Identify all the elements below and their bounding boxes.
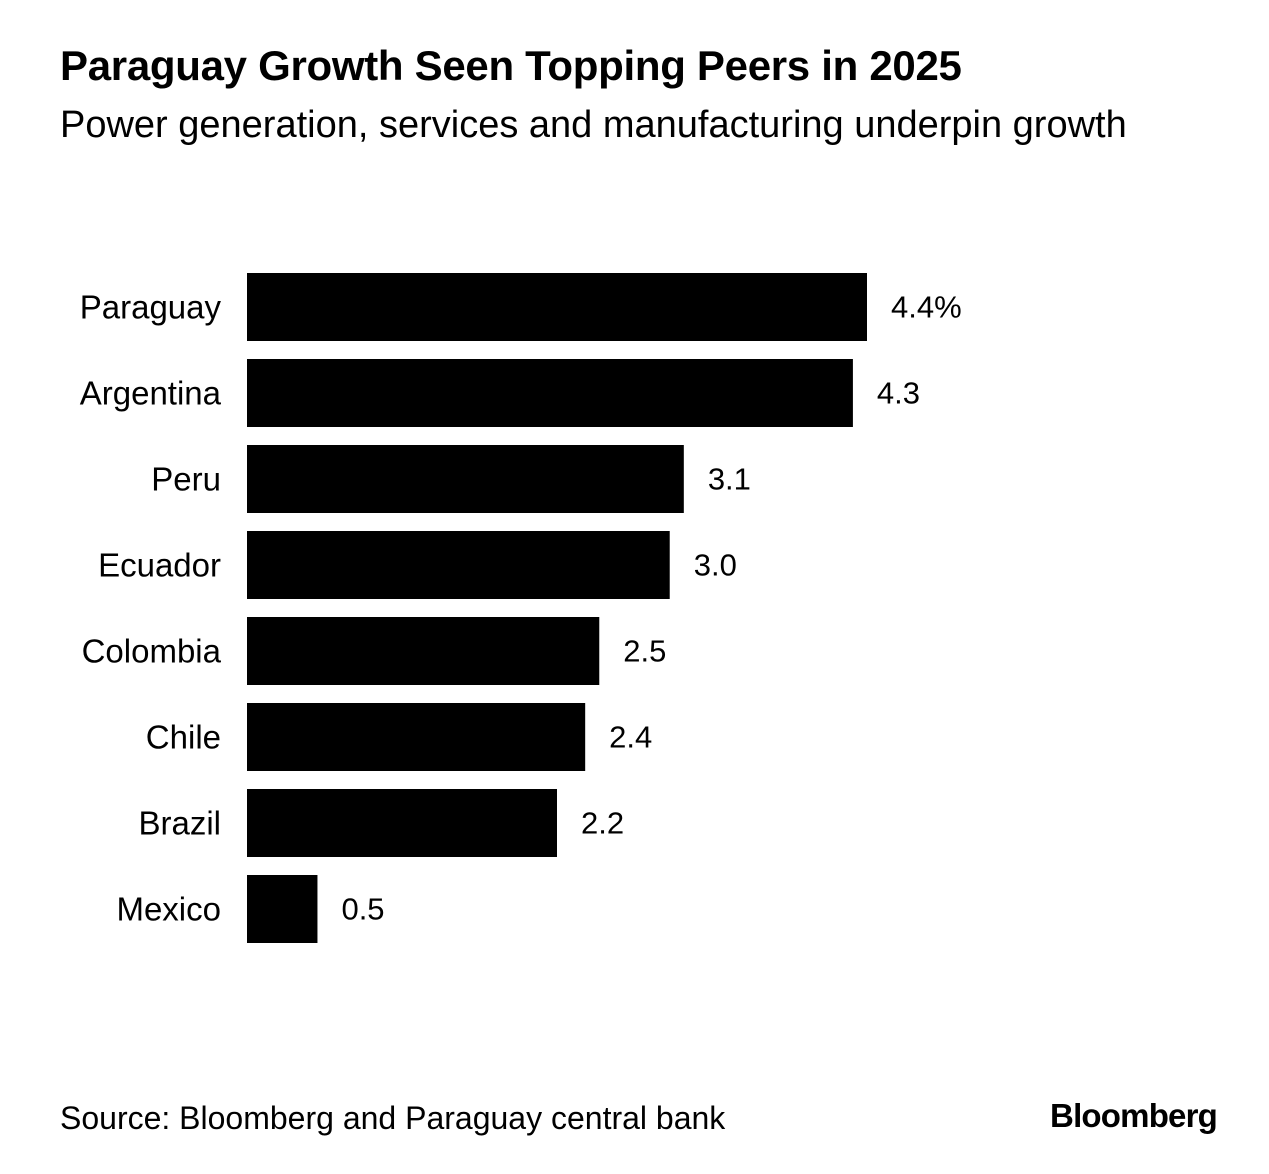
value-label-chile: 2.4 xyxy=(609,720,652,755)
bar-mexico xyxy=(247,875,318,943)
source-note: Source: Bloomberg and Paraguay central b… xyxy=(60,1100,726,1136)
category-label-peru: Peru xyxy=(151,461,221,498)
bloomberg-logo: Bloomberg xyxy=(1050,1097,1218,1134)
value-label-peru: 3.1 xyxy=(708,462,751,497)
bar-colombia xyxy=(247,617,600,685)
category-label-argentina: Argentina xyxy=(80,375,222,412)
category-label-chile: Chile xyxy=(146,719,221,756)
category-label-brazil: Brazil xyxy=(138,805,221,842)
category-label-mexico: Mexico xyxy=(116,891,221,928)
value-label-ecuador: 3.0 xyxy=(694,548,737,583)
value-label-mexico: 0.5 xyxy=(341,892,384,927)
value-label-colombia: 2.5 xyxy=(623,634,666,669)
bars-group: Paraguay 4.4% Argentina 4.3 Peru 3.1 Ecuador 3.… xyxy=(80,273,962,943)
bar-paraguay xyxy=(247,273,867,341)
bar-brazil xyxy=(247,789,557,857)
value-label-brazil: 2.2 xyxy=(581,806,624,841)
category-label-paraguay: Paraguay xyxy=(80,289,222,326)
bar-peru xyxy=(247,445,684,513)
bar-chile xyxy=(247,703,586,771)
chart-subtitle: Power generation, services and manufactu… xyxy=(60,104,1127,146)
chart-title: Paraguay Growth Seen Topping Peers in 20… xyxy=(60,42,962,89)
category-label-ecuador: Ecuador xyxy=(98,547,221,584)
bar-argentina xyxy=(247,359,853,427)
bar-ecuador xyxy=(247,531,670,599)
value-label-paraguay: 4.4% xyxy=(891,290,962,325)
category-label-colombia: Colombia xyxy=(82,633,222,670)
value-label-argentina: 4.3 xyxy=(877,376,920,411)
